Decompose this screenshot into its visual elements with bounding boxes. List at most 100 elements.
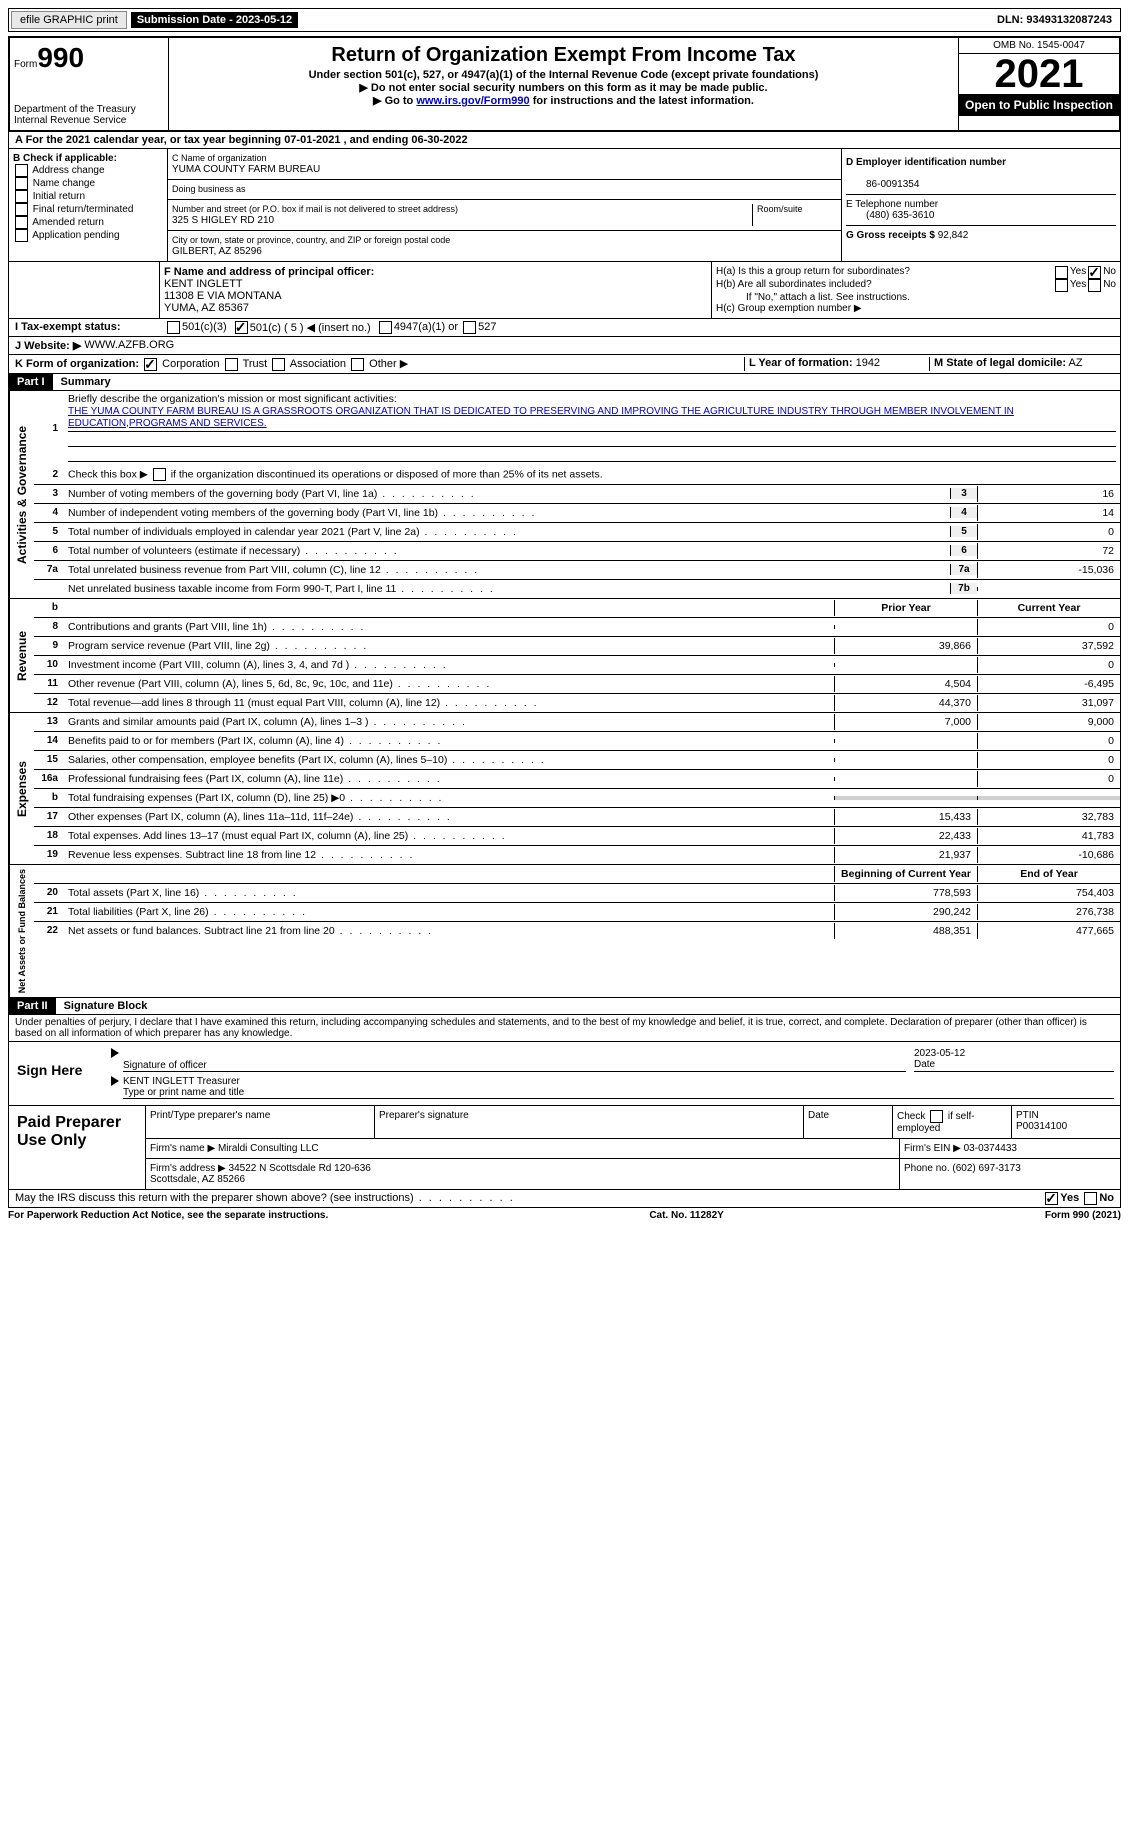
block-c: C Name of organization YUMA COUNTY FARM … — [168, 149, 842, 261]
checkbox-amended[interactable] — [15, 216, 28, 229]
part1-title: Summary — [53, 376, 111, 388]
i-527[interactable] — [463, 321, 476, 334]
i-label: I Tax-exempt status: — [15, 321, 121, 333]
i-501c[interactable] — [235, 321, 248, 334]
k-other[interactable] — [351, 358, 364, 371]
k-trust[interactable] — [225, 358, 238, 371]
opt-final: Final return/terminated — [33, 204, 134, 215]
summary-revenue: Revenue b Prior Year Current Year 8Contr… — [8, 599, 1121, 713]
block-b: B Check if applicable: Address change Na… — [9, 149, 168, 261]
line-a: A For the 2021 calendar year, or tax yea… — [8, 132, 1121, 149]
hb-note: If "No," attach a list. See instructions… — [716, 292, 1116, 303]
ein-label: D Employer identification number — [846, 157, 1006, 168]
i-4947[interactable] — [379, 321, 392, 334]
opt-address: Address change — [32, 165, 104, 176]
line2-text: Check this box ▶ — [68, 468, 151, 480]
irs-link[interactable]: www.irs.gov/Form990 — [416, 95, 529, 107]
prep-name-label: Print/Type preparer's name — [146, 1106, 375, 1138]
k-assoc[interactable] — [272, 358, 285, 371]
block-d: D Employer identification number 86-0091… — [842, 149, 1120, 261]
may-irs-yes[interactable] — [1045, 1192, 1058, 1205]
no-label: No — [1099, 1192, 1114, 1205]
summary-netassets: Net Assets or Fund Balances Beginning of… — [8, 865, 1121, 998]
line2-rest: if the organization discontinued its ope… — [168, 468, 603, 480]
note2-pre: ▶ Go to — [373, 95, 416, 107]
sig-officer-label: Signature of officer — [123, 1060, 906, 1071]
officer-addr1: 11308 E VIA MONTANA — [164, 290, 282, 302]
block-i: I Tax-exempt status: 501(c)(3) 501(c) ( … — [8, 319, 1121, 337]
checkbox-final[interactable] — [15, 203, 28, 216]
check-self-label: Check — [897, 1111, 928, 1122]
declaration: Under penalties of perjury, I declare th… — [8, 1015, 1121, 1042]
line2-checkbox[interactable] — [153, 468, 166, 481]
firm-name-value: Miraldi Consulting LLC — [218, 1143, 319, 1154]
note2-post: for instructions and the latest informat… — [530, 95, 754, 107]
efile-print-button[interactable]: efile GRAPHIC print — [11, 11, 127, 29]
i-501c3[interactable] — [167, 321, 180, 334]
yes-label: Yes — [1060, 1192, 1079, 1205]
prep-date-label: Date — [804, 1106, 893, 1138]
self-employed-checkbox[interactable] — [930, 1110, 943, 1123]
tel-value: (480) 635-3610 — [846, 210, 934, 221]
opt-amended: Amended return — [32, 217, 104, 228]
hb-no[interactable] — [1088, 279, 1101, 292]
tel-label: E Telephone number — [846, 199, 938, 210]
part2-badge: Part II — [9, 998, 56, 1014]
sign-here-label: Sign Here — [9, 1042, 105, 1105]
phone-label: Phone no. — [904, 1163, 950, 1174]
hc-label: H(c) Group exemption number ▶ — [716, 303, 1116, 314]
checkbox-name-change[interactable] — [15, 177, 28, 190]
block-j: J Website: ▶ WWW.AZFB.ORG — [8, 337, 1121, 355]
ha-no[interactable] — [1088, 266, 1101, 279]
current-header: Current Year — [977, 600, 1120, 616]
open-public-badge: Open to Public Inspection — [959, 94, 1119, 116]
may-irs-row: May the IRS discuss this return with the… — [8, 1190, 1121, 1208]
ptin-value: P00314100 — [1016, 1121, 1067, 1132]
sig-date-value: 2023-05-12 — [914, 1048, 965, 1059]
end-header: End of Year — [977, 866, 1120, 882]
k-label: K Form of organization: — [15, 358, 139, 370]
block-fh: F Name and address of principal officer:… — [8, 262, 1121, 319]
hb-yes[interactable] — [1055, 279, 1068, 292]
mission-text: THE YUMA COUNTY FARM BUREAU IS A GRASSRO… — [68, 406, 1014, 429]
i-opt0: 501(c)(3) — [182, 321, 227, 334]
block-klm: K Form of organization: Corporation Trus… — [8, 355, 1121, 374]
phone-value: (602) 697-3173 — [952, 1163, 1020, 1174]
form-title: Return of Organization Exempt From Incom… — [173, 44, 954, 67]
i-opt1: 501(c) ( 5 ) ◀ (insert no.) — [250, 321, 371, 334]
prior-header: Prior Year — [834, 600, 977, 616]
form-subtitle: Under section 501(c), 527, or 4947(a)(1)… — [173, 69, 954, 81]
officer-label: F Name and address of principal officer: — [164, 266, 374, 278]
i-opt3: 527 — [478, 321, 496, 334]
checkbox-address-change[interactable] — [15, 164, 28, 177]
city-value: GILBERT, AZ 85296 — [172, 246, 262, 257]
checkbox-initial[interactable] — [15, 190, 28, 203]
firm-name-label: Firm's name ▶ — [150, 1143, 215, 1154]
city-label: City or town, state or province, country… — [172, 235, 450, 245]
opt-pending: Application pending — [32, 230, 119, 241]
line1-label: Briefly describe the organization's miss… — [68, 393, 397, 405]
summary-expenses: Expenses 13Grants and similar amounts pa… — [8, 713, 1121, 865]
arrow-icon-2 — [111, 1076, 119, 1086]
may-irs-no[interactable] — [1084, 1192, 1097, 1205]
block-b-label: B Check if applicable: — [13, 153, 117, 164]
footer-mid: Cat. No. 11282Y — [649, 1210, 723, 1221]
m-val: AZ — [1068, 357, 1082, 369]
gross-label: G Gross receipts $ — [846, 230, 935, 241]
k-opt3: Other ▶ — [369, 358, 408, 370]
checkbox-pending[interactable] — [15, 229, 28, 242]
k-corp[interactable] — [144, 358, 157, 371]
website-value: WWW.AZFB.ORG — [84, 339, 174, 352]
addr-value: 325 S HIGLEY RD 210 — [172, 215, 274, 226]
l-val: 1942 — [856, 357, 880, 369]
part1-header-row: Part I Summary — [8, 374, 1121, 391]
addr-label: Number and street (or P.O. box if mail i… — [172, 204, 458, 214]
gross-value: 92,842 — [938, 230, 969, 241]
j-label: J Website: ▶ — [15, 339, 81, 352]
ein-value: 86-0091354 — [846, 179, 919, 190]
dba-label: Doing business as — [172, 184, 246, 194]
ha-yes[interactable] — [1055, 266, 1068, 279]
form-number: 990 — [37, 42, 84, 73]
k-opt0: Corporation — [162, 358, 219, 370]
hb-label: H(b) Are all subordinates included? — [716, 279, 1053, 292]
